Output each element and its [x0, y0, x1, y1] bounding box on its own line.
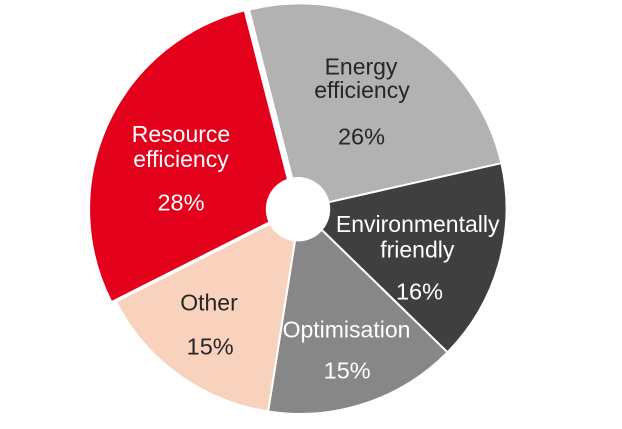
svg-text:Energy: Energy — [325, 54, 398, 80]
svg-text:16%: 16% — [396, 278, 443, 304]
svg-text:Optimisation: Optimisation — [283, 316, 411, 342]
svg-text:Environmentally: Environmentally — [336, 211, 500, 237]
svg-text:friendly: friendly — [380, 236, 455, 262]
svg-text:efficiency: efficiency — [133, 146, 229, 172]
svg-text:efficiency: efficiency — [314, 77, 410, 103]
svg-text:15%: 15% — [324, 358, 371, 384]
svg-text:26%: 26% — [338, 123, 385, 149]
svg-text:Other: Other — [180, 290, 238, 316]
svg-text:Resource: Resource — [132, 121, 230, 147]
svg-text:15%: 15% — [187, 334, 234, 360]
svg-text:28%: 28% — [157, 190, 204, 216]
